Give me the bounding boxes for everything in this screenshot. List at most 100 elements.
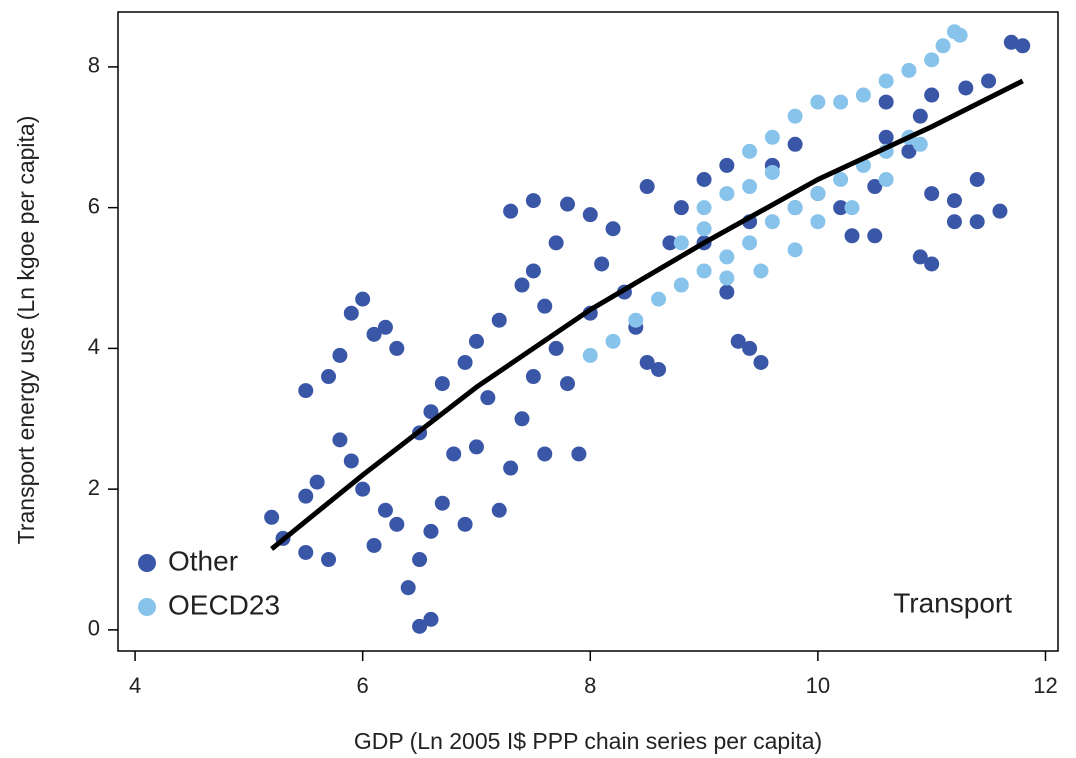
annotation: Transport [893, 587, 1012, 618]
point [912, 136, 928, 152]
point [810, 186, 826, 202]
legend-marker [138, 554, 156, 572]
point [764, 214, 780, 230]
point [582, 347, 598, 363]
point [525, 263, 541, 279]
x-axis-title: GDP (Ln 2005 I$ PPP chain series per cap… [354, 728, 822, 754]
point [969, 214, 985, 230]
point [742, 143, 758, 159]
x-tick-label: 12 [1033, 673, 1057, 698]
point [742, 235, 758, 251]
point [696, 263, 712, 279]
point [548, 340, 564, 356]
point [946, 193, 962, 209]
point [457, 516, 473, 532]
legend-marker [138, 598, 156, 616]
point [503, 460, 519, 476]
point [309, 474, 325, 490]
y-tick-label: 8 [88, 53, 100, 78]
point [537, 446, 553, 462]
legend-label: OECD23 [168, 589, 280, 620]
point [981, 73, 997, 89]
point [457, 354, 473, 370]
point [321, 369, 337, 385]
point [491, 312, 507, 328]
point [560, 196, 576, 212]
plot-frame [117, 11, 1059, 652]
point [343, 453, 359, 469]
point [810, 94, 826, 110]
x-tick-label: 8 [584, 673, 596, 698]
point [400, 580, 416, 596]
point [355, 481, 371, 497]
point [503, 203, 519, 219]
point [719, 186, 735, 202]
point [434, 495, 450, 511]
point [855, 87, 871, 103]
point [833, 94, 849, 110]
point [696, 221, 712, 237]
point [673, 235, 689, 251]
point [992, 203, 1008, 219]
point [548, 235, 564, 251]
point [867, 179, 883, 195]
point [412, 552, 428, 568]
point [764, 164, 780, 180]
point [742, 340, 758, 356]
point [560, 376, 576, 392]
point [673, 277, 689, 293]
point [696, 200, 712, 216]
point [901, 62, 917, 78]
point [867, 228, 883, 244]
point [639, 354, 655, 370]
point [468, 439, 484, 455]
point [958, 80, 974, 96]
point [878, 94, 894, 110]
point [719, 270, 735, 286]
point [355, 291, 371, 307]
point [480, 390, 496, 406]
point [924, 52, 940, 68]
point [730, 333, 746, 349]
point [787, 108, 803, 124]
point [423, 523, 439, 539]
legend-label: Other [168, 545, 238, 576]
point [719, 284, 735, 300]
point [571, 446, 587, 462]
point [764, 129, 780, 145]
point [651, 362, 667, 378]
point [366, 326, 382, 342]
point [468, 333, 484, 349]
fit-line [270, 78, 1024, 551]
point [673, 200, 689, 216]
y-tick-label: 2 [88, 475, 100, 500]
point [651, 291, 667, 307]
point [389, 340, 405, 356]
point [628, 312, 644, 328]
point [878, 129, 894, 145]
point [924, 256, 940, 272]
point [787, 136, 803, 152]
point [696, 171, 712, 187]
point [321, 552, 337, 568]
point [787, 242, 803, 258]
point [810, 214, 826, 230]
point [332, 347, 348, 363]
y-axis-title: Transport energy use (Ln kgoe per capita… [13, 116, 39, 545]
point [377, 502, 393, 518]
point [434, 376, 450, 392]
point [491, 502, 507, 518]
point [389, 516, 405, 532]
point [753, 354, 769, 370]
point [833, 200, 849, 216]
point [742, 179, 758, 195]
point [787, 200, 803, 216]
point [719, 157, 735, 173]
point [878, 73, 894, 89]
y-tick-label: 0 [88, 616, 100, 641]
point [844, 200, 860, 216]
point [582, 207, 598, 223]
y-tick-label: 6 [88, 193, 100, 218]
